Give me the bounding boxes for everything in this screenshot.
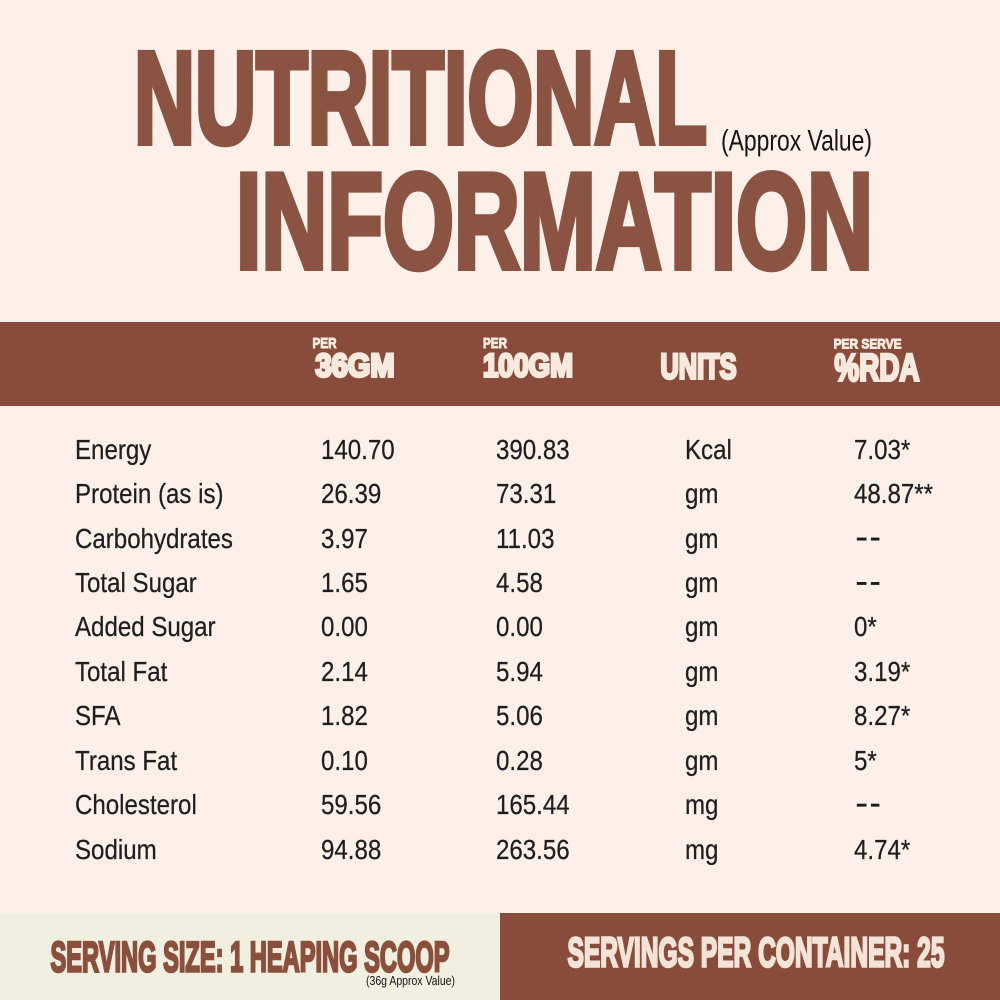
svg-text:%RDA: %RDA: [835, 348, 920, 390]
svg-text:INFORMATION: INFORMATION: [236, 145, 873, 297]
svg-text:36GM: 36GM: [316, 348, 395, 384]
svg-text:NUTRITIONAL: NUTRITIONAL: [134, 24, 707, 171]
svg-text:(Approx Value): (Approx Value): [721, 125, 872, 158]
svg-text:SERVINGS PER CONTAINER: 25: SERVINGS PER CONTAINER: 25: [568, 929, 945, 976]
svg-text:PER: PER: [483, 335, 507, 352]
svg-text:(36g Approx Value): (36g Approx Value): [366, 974, 455, 988]
svg-text:SERVING SIZE: 1 HEAPING SCOOP: SERVING SIZE: 1 HEAPING SCOOP: [51, 934, 450, 982]
svg-text:PER: PER: [313, 335, 337, 352]
svg-text:PER SERVE: PER SERVE: [834, 336, 902, 352]
svg-text:UNITS: UNITS: [661, 348, 737, 387]
svg-text:100GM: 100GM: [483, 348, 573, 384]
